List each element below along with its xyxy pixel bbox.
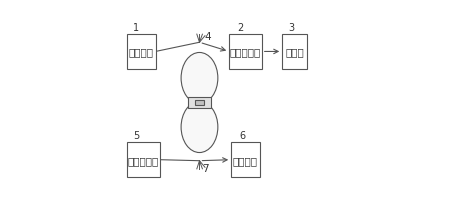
Text: 进气系统: 进气系统 [129, 47, 154, 57]
Bar [127, 35, 156, 69]
Bar [188, 97, 211, 109]
Text: 5: 5 [133, 131, 140, 141]
Text: 2: 2 [237, 23, 243, 33]
Text: 6: 6 [239, 131, 245, 141]
Bar [229, 35, 262, 69]
Bar [194, 100, 204, 106]
Bar [231, 143, 260, 177]
Ellipse shape [181, 53, 218, 104]
Text: 1: 1 [133, 23, 139, 33]
Text: 7: 7 [202, 163, 209, 173]
Ellipse shape [181, 102, 218, 153]
Text: 3: 3 [288, 23, 294, 33]
Text: 检测器: 检测器 [285, 47, 304, 57]
Bar [282, 35, 307, 69]
Text: 反应吸附炉: 反应吸附炉 [230, 47, 261, 57]
Text: 吸附气系统: 吸附气系统 [128, 155, 159, 165]
Text: 4: 4 [205, 32, 211, 42]
Text: 排出系统: 排出系统 [233, 155, 258, 165]
Bar [127, 143, 160, 177]
